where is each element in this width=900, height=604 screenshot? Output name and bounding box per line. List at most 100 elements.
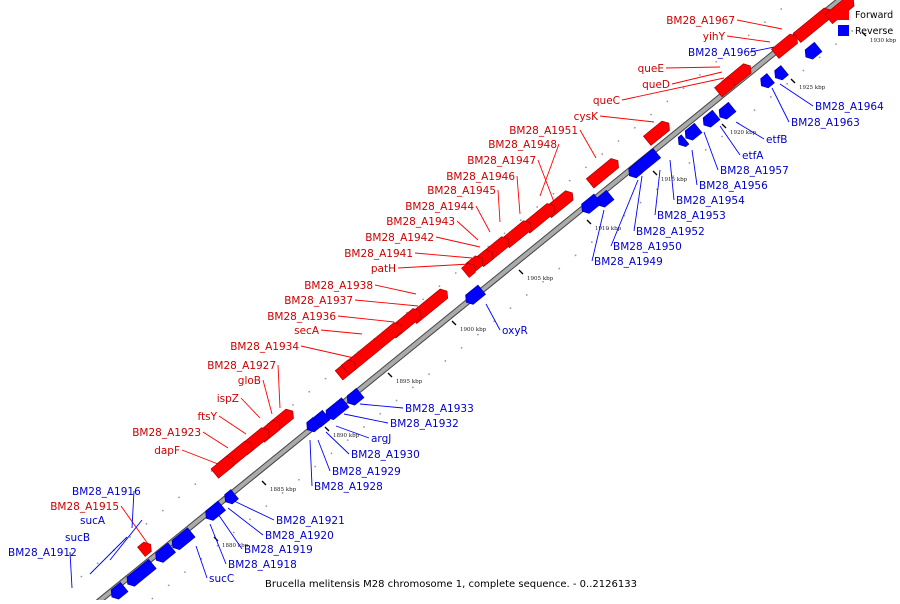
- forward-gene-label: BM28_A1945: [427, 185, 496, 197]
- forward-gene-arrow: [137, 541, 152, 557]
- guide-dot: [568, 179, 571, 182]
- forward-gene-label: BM28_A1948: [488, 139, 557, 151]
- forward-gene-label: secA: [294, 325, 320, 337]
- forward-leader-line: [579, 129, 597, 159]
- reverse-leader-line: [231, 499, 275, 521]
- forward-leader-line: [414, 252, 473, 259]
- reverse-leader-line: [703, 131, 719, 171]
- forward-gene-label: ftsY: [197, 411, 217, 423]
- forward-gene-arrow: [461, 262, 476, 278]
- guide-dot: [232, 531, 235, 534]
- reverse-gene-label: sucB: [65, 532, 90, 544]
- reverse-gene-arrow: [581, 193, 602, 214]
- guide-dot: [422, 298, 425, 301]
- tick-mark: [451, 320, 457, 326]
- tick-label: 1930 kbp: [870, 38, 897, 44]
- reverse-gene-label: BM28_A1964: [815, 101, 884, 113]
- forward-leader-line: [240, 397, 261, 419]
- forward-gene-label: BM28_A1936: [267, 311, 336, 323]
- reverse-leader-line: [109, 519, 143, 561]
- forward-gene-label: yihY: [703, 31, 726, 43]
- reverse-leader-line: [654, 169, 661, 216]
- reverse-leader-line: [335, 425, 370, 439]
- forward-leader-line: [621, 77, 725, 101]
- reverse-gene-label: BM28_A1953: [657, 210, 726, 222]
- forward-gene-arrow: [585, 158, 619, 189]
- guide-dot: [346, 439, 349, 442]
- forward-leader-line: [475, 205, 491, 233]
- reverse-gene-label: sucA: [80, 515, 106, 527]
- tick-mark: [861, 31, 867, 37]
- tick-label: 1925 kbp: [799, 85, 826, 91]
- forward-leader-line: [671, 71, 723, 85]
- guide-dot: [178, 496, 180, 499]
- guide-dot: [747, 34, 750, 37]
- forward-leader-line: [537, 159, 555, 203]
- guide-dot: [145, 522, 148, 525]
- guide-dot: [835, 43, 837, 46]
- reverse-gene-label: BM28_A1932: [390, 418, 459, 430]
- forward-leader-line: [354, 299, 419, 307]
- guide-dot: [161, 509, 164, 512]
- guide-dot: [698, 74, 701, 76]
- forward-gene-label: BM28_A1944: [405, 201, 474, 213]
- reverse-gene-label: BM28_A1965: [688, 47, 757, 59]
- reverse-gene-label: BM28_A1949: [594, 256, 663, 268]
- forward-gene-label: queC: [593, 95, 620, 107]
- map-caption: Brucella melitensis M28 chromosome 1, co…: [265, 579, 637, 590]
- guide-dot: [731, 47, 734, 50]
- forward-gene-label: BM28_A1934: [230, 341, 299, 353]
- reverse-leader-line: [719, 125, 741, 156]
- guide-dot: [379, 412, 382, 415]
- guide-dot: [818, 56, 821, 59]
- reverse-leader-line: [343, 413, 389, 424]
- guide-dot: [151, 597, 154, 600]
- reverse-leader-line: [69, 551, 73, 589]
- guide-dot: [308, 390, 311, 393]
- legend-reverse-swatch: [838, 25, 849, 36]
- guide-dot: [216, 544, 219, 547]
- forward-gene-label: queD: [642, 79, 670, 91]
- tick-mark: [261, 480, 267, 486]
- forward-leader-line: [516, 175, 521, 215]
- guide-dot: [688, 162, 691, 164]
- guide-dot: [574, 254, 577, 257]
- guide-dot: [281, 492, 284, 494]
- guide-dot: [672, 175, 675, 178]
- tick-mark: [790, 78, 796, 84]
- reverse-gene-arrow: [171, 527, 196, 551]
- tick-label: 1910 kbp: [595, 226, 622, 232]
- reverse-gene-label: BM28_A1930: [351, 449, 420, 461]
- gene-features: [110, 0, 855, 600]
- forward-gene-label: BM28_A1937: [284, 295, 353, 307]
- forward-gene-label: gloB: [238, 375, 261, 387]
- reverse-gene-arrow: [804, 41, 823, 60]
- forward-leader-line: [120, 505, 149, 545]
- reverse-gene-arrow: [110, 581, 129, 600]
- reverse-gene-arrow: [465, 284, 486, 305]
- guide-dot: [607, 228, 610, 230]
- forward-gene-label: BM28_A1938: [304, 280, 373, 292]
- reverse-leader-line: [317, 439, 331, 472]
- reverse-gene-arrow: [628, 163, 643, 179]
- guide-dot: [786, 82, 789, 85]
- tick-mark: [387, 372, 393, 378]
- tick-label: 1880 kbp: [222, 543, 249, 549]
- reverse-gene-label: BM28_A1929: [332, 466, 401, 478]
- forward-gene-arrow: [714, 77, 735, 98]
- forward-gene-label: ispZ: [217, 393, 239, 405]
- tick-label: 1890 kbp: [333, 433, 360, 439]
- guide-dot: [194, 483, 197, 486]
- tick-mark: [586, 219, 592, 225]
- reverse-gene-label: BM28_A1957: [720, 165, 789, 177]
- guide-dot: [639, 201, 642, 204]
- reverse-gene-arrow: [346, 387, 365, 406]
- forward-gene-arrow: [341, 359, 356, 375]
- reverse-gene-arrow: [126, 558, 157, 587]
- reverse-gene-label: BM28_A1952: [636, 226, 705, 238]
- kbp-ticks: 1880 kbp 1885 kbp 1890 kbp 1895 kbp 1900 kbp…: [213, 31, 897, 549]
- forward-gene-label: patH: [371, 263, 396, 275]
- guide-dot: [585, 166, 587, 169]
- reverse-gene-arrow: [760, 73, 775, 89]
